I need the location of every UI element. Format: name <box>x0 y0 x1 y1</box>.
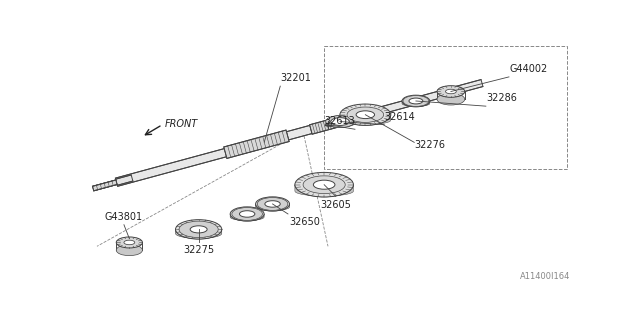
Text: FRONT: FRONT <box>164 119 198 129</box>
Ellipse shape <box>402 95 429 107</box>
Ellipse shape <box>175 220 221 239</box>
Ellipse shape <box>124 240 135 245</box>
Ellipse shape <box>190 226 207 233</box>
Text: G44002: G44002 <box>509 64 548 74</box>
Polygon shape <box>230 214 264 221</box>
Ellipse shape <box>232 208 262 220</box>
Polygon shape <box>310 117 339 134</box>
Ellipse shape <box>257 197 288 210</box>
Ellipse shape <box>179 221 218 237</box>
Polygon shape <box>175 229 221 239</box>
Ellipse shape <box>340 104 391 125</box>
Polygon shape <box>115 148 227 186</box>
Ellipse shape <box>445 89 456 94</box>
Ellipse shape <box>331 118 349 125</box>
Polygon shape <box>337 80 483 125</box>
Text: 32275: 32275 <box>183 245 214 255</box>
Polygon shape <box>93 180 117 191</box>
Text: A11400I164: A11400I164 <box>520 272 570 281</box>
Polygon shape <box>224 130 289 158</box>
Ellipse shape <box>239 211 255 217</box>
Ellipse shape <box>314 180 335 189</box>
Polygon shape <box>93 180 117 191</box>
Ellipse shape <box>295 172 353 197</box>
Ellipse shape <box>265 201 280 207</box>
Ellipse shape <box>409 98 423 104</box>
Text: 32201: 32201 <box>280 73 311 83</box>
Ellipse shape <box>230 207 264 221</box>
Polygon shape <box>116 175 133 185</box>
Polygon shape <box>340 115 391 125</box>
Text: G43801: G43801 <box>105 212 143 222</box>
Ellipse shape <box>116 237 143 248</box>
Text: 32276: 32276 <box>414 140 445 150</box>
Ellipse shape <box>437 86 465 97</box>
Text: 32614: 32614 <box>384 112 415 122</box>
Polygon shape <box>287 125 312 140</box>
Text: 32650: 32650 <box>289 217 321 227</box>
Polygon shape <box>326 122 354 127</box>
Text: 32605: 32605 <box>320 200 351 210</box>
Polygon shape <box>402 101 429 107</box>
Polygon shape <box>255 204 289 211</box>
Text: 32286: 32286 <box>486 93 516 103</box>
Ellipse shape <box>403 96 429 107</box>
Ellipse shape <box>347 107 383 122</box>
Polygon shape <box>295 185 353 197</box>
Ellipse shape <box>437 93 465 105</box>
Ellipse shape <box>255 197 289 211</box>
Ellipse shape <box>116 245 143 256</box>
Ellipse shape <box>326 116 354 127</box>
Ellipse shape <box>326 116 355 128</box>
Text: 32613: 32613 <box>324 116 355 126</box>
Ellipse shape <box>303 176 345 194</box>
Ellipse shape <box>356 111 374 119</box>
